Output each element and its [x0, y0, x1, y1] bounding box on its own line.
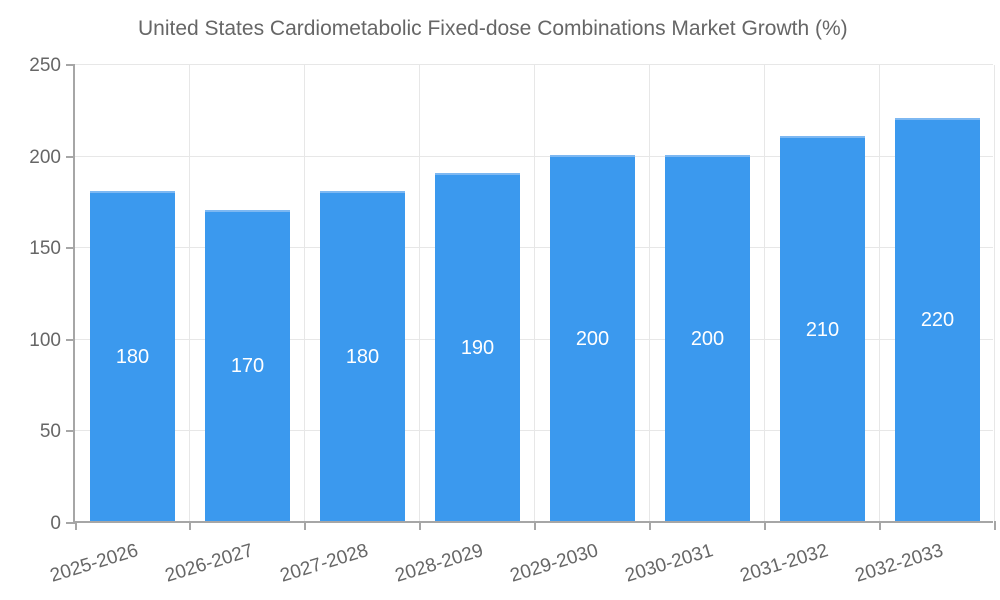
gridline-vertical — [304, 65, 305, 521]
bar-value-label: 200 — [575, 327, 610, 350]
x-axis-tick — [649, 521, 651, 530]
bar-value-label: 180 — [345, 346, 380, 369]
y-axis-label: 100 — [29, 329, 61, 351]
legend-swatch-icon — [40, 18, 122, 41]
x-axis-tick — [189, 521, 191, 530]
y-axis-tick — [66, 522, 75, 524]
gridline-vertical — [189, 65, 190, 521]
gridline-vertical — [419, 65, 420, 521]
x-axis-tick — [534, 521, 536, 530]
bar[interactable]: 180 — [320, 191, 405, 521]
y-axis-tick — [66, 430, 75, 433]
plot-area: 0 50 100 150 200 250 180 2025-2026 170 2026-2027 1… — [29, 56, 996, 587]
gridline-vertical — [764, 65, 765, 521]
x-axis-label: 2027-2028 — [277, 540, 371, 587]
x-axis-tick — [419, 521, 421, 530]
x-axis-label: 2032-2033 — [852, 540, 946, 587]
bar[interactable]: 180 — [90, 191, 175, 521]
y-axis-label: 250 — [29, 55, 61, 76]
y-axis-label: 150 — [29, 238, 61, 260]
bar-value-label: 170 — [230, 355, 265, 378]
gridline-horizontal — [75, 64, 993, 65]
gridline-vertical — [649, 65, 650, 521]
bar-value-label: 220 — [920, 309, 955, 332]
x-axis-label: 2025-2026 — [47, 540, 141, 587]
bar[interactable]: 210 — [780, 136, 865, 521]
gridline-vertical — [534, 65, 535, 521]
x-axis-label: 2030-2031 — [622, 540, 716, 587]
x-axis-label: 2026-2027 — [162, 540, 256, 587]
bar[interactable]: 200 — [550, 154, 635, 521]
y-axis-label: 0 — [50, 513, 61, 534]
x-axis-tick — [879, 521, 881, 530]
y-axis-tick — [66, 338, 75, 341]
bar[interactable]: 200 — [665, 154, 750, 521]
gridline-vertical — [994, 65, 995, 521]
x-axis-tick — [764, 521, 766, 530]
gridline-vertical — [879, 65, 880, 521]
x-axis-tick — [304, 521, 306, 530]
x-axis-label: 2028-2029 — [392, 540, 486, 587]
bar[interactable]: 190 — [435, 172, 520, 521]
x-axis-tick — [994, 521, 996, 530]
bar[interactable]: 170 — [205, 209, 290, 521]
bar-value-label: 200 — [690, 327, 725, 350]
bar-value-label: 190 — [460, 336, 495, 359]
x-axis-tick — [75, 521, 77, 530]
y-axis-tick — [66, 155, 75, 158]
chart-title: United States Cardiometabolic Fixed-dose… — [138, 17, 848, 40]
y-axis-tick — [66, 64, 75, 66]
bar[interactable]: 220 — [895, 117, 980, 521]
x-axis-label: 2029-2030 — [507, 540, 601, 587]
bar-value-label: 180 — [115, 346, 150, 369]
x-axis-label: 2031-2032 — [737, 540, 831, 587]
y-axis-label: 200 — [29, 146, 61, 168]
chart-legend[interactable]: United States Cardiometabolic Fixed-dose… — [40, 17, 848, 41]
bar-value-label: 210 — [805, 318, 840, 341]
y-axis-tick — [66, 247, 75, 250]
y-axis-label: 50 — [39, 421, 61, 443]
